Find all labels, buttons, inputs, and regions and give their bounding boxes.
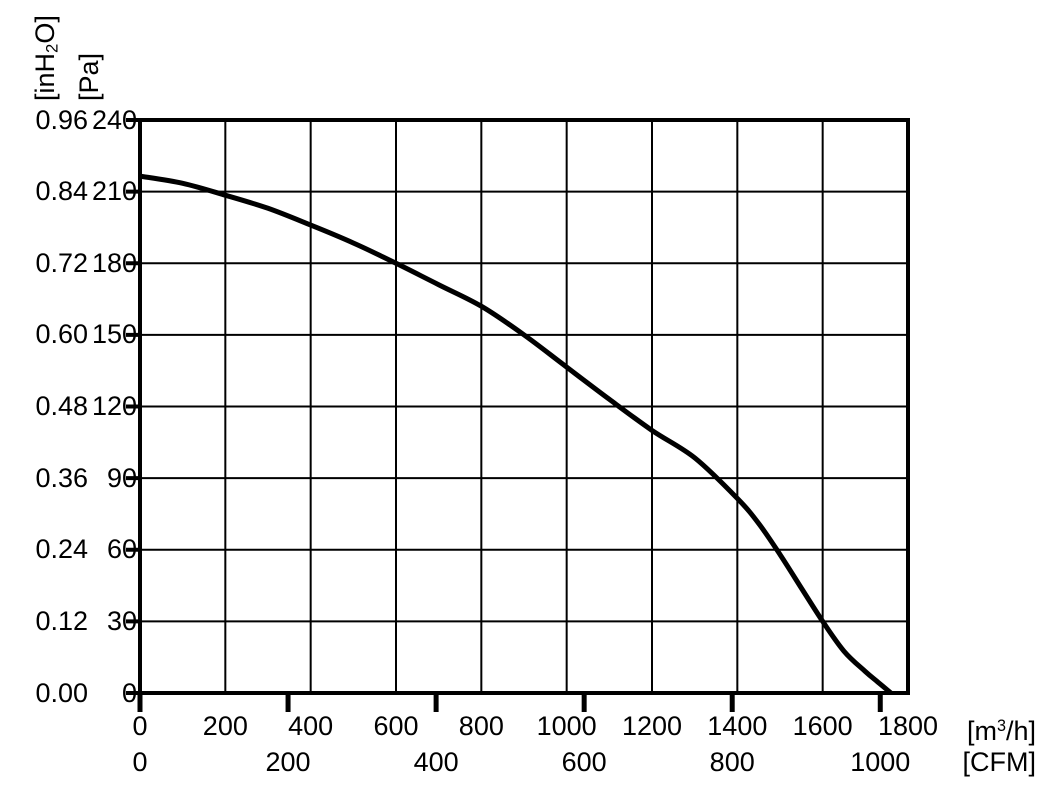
x-axis-unit-m3h-prefix: [m: [966, 715, 997, 746]
y-axis-unit-inh2o-prefix: [inH: [30, 52, 60, 101]
x-tick-cfm-1000: 1000: [850, 747, 911, 777]
x-tick-cfm-200: 200: [265, 747, 311, 777]
y-tick-pa-180: 180: [91, 247, 137, 278]
y-axis-unit-inh2o-subscript: 2: [42, 43, 62, 53]
y-axis-unit-inh2o: [inH2O]: [30, 15, 68, 101]
x-tick-cfm-800: 800: [709, 747, 755, 777]
y-tick-inh2o-0.60: 0.60: [35, 319, 88, 350]
y-tick-inh2o-0.36: 0.36: [35, 462, 88, 493]
x-tick-m3h-1400: 1400: [707, 711, 768, 741]
x-tick-m3h-600: 600: [373, 711, 419, 741]
x-axis-unit-cfm-text: [CFM]: [962, 747, 1037, 777]
y-axis-unit-inh2o-suffix: O]: [30, 15, 60, 44]
y-tick-pa-30: 30: [106, 605, 137, 636]
x-tick-m3h-1600: 1600: [792, 711, 853, 741]
y-tick-pa-120: 120: [91, 391, 137, 421]
x-axis-unit-m3h-superscript: 3: [996, 717, 1006, 735]
x-tick-cfm-400: 400: [413, 747, 459, 777]
y-tick-inh2o-0.24: 0.24: [35, 534, 88, 565]
y-axis-unit-pa-text: [Pa]: [74, 52, 104, 101]
y-tick-inh2o-0.12: 0.12: [35, 605, 88, 636]
y-tick-pa-0: 0: [121, 677, 137, 708]
fan-curve-line: [139, 173, 893, 695]
y-tick-pa-60: 60: [106, 534, 137, 565]
y-tick-pa-150: 150: [91, 319, 137, 350]
x-axis-unit-cfm: [CFM]: [906, 747, 1037, 777]
y-tick-inh2o-0.96: 0.96: [35, 104, 88, 135]
y-axis-unit-pa: [Pa]: [74, 53, 104, 101]
x-tick-m3h-1800: 1800: [877, 711, 939, 741]
y-tick-inh2o-0.00: 0.00: [35, 677, 88, 708]
y-tick-inh2o-0.72: 0.72: [35, 247, 88, 278]
x-tick-m3h-1200: 1200: [621, 711, 683, 741]
x-axis-unit-m3h: [m3/h]: [906, 712, 1036, 745]
y-tick-pa-240: 240: [91, 104, 137, 135]
y-tick-pa-210: 210: [91, 176, 137, 207]
x-tick-m3h-800: 800: [458, 711, 504, 741]
x-tick-cfm-600: 600: [561, 747, 607, 777]
x-tick-cfm-0: 0: [132, 747, 148, 777]
y-tick-inh2o-0.84: 0.84: [35, 176, 88, 207]
x-tick-m3h-1000: 1000: [536, 711, 597, 741]
x-axis-unit-m3h-suffix: /h]: [1005, 715, 1036, 746]
x-tick-m3h-0: 0: [132, 711, 148, 741]
y-tick-inh2o-0.48: 0.48: [35, 391, 88, 421]
y-tick-pa-90: 90: [106, 462, 137, 493]
x-tick-m3h-400: 400: [288, 711, 334, 741]
x-tick-m3h-200: 200: [202, 711, 248, 741]
